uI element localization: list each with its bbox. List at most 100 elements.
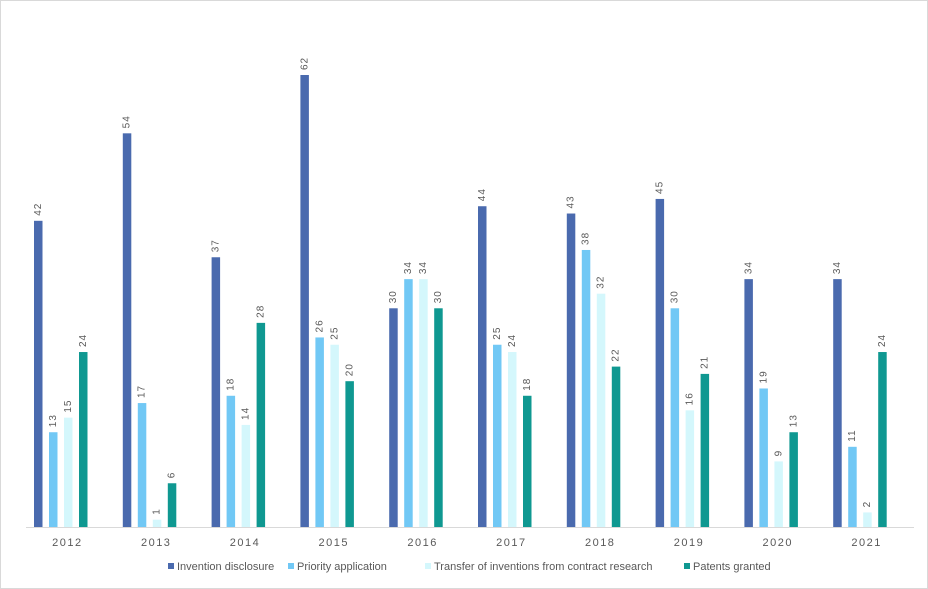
bar-2016-series-4 bbox=[434, 308, 443, 527]
bar-2020-series-2 bbox=[759, 388, 768, 527]
bar-2014-series-3 bbox=[241, 424, 251, 527]
data-label-2012-series-1: 42 bbox=[33, 203, 44, 216]
bar-2018-series-1 bbox=[566, 213, 576, 527]
bar-2021-series-2 bbox=[848, 446, 857, 527]
data-label-2019-series-3: 16 bbox=[684, 392, 695, 405]
x-tick-label-2020: 2020 bbox=[763, 537, 793, 549]
x-tick-label-2015: 2015 bbox=[319, 537, 349, 549]
legend-label-2: Priority application bbox=[297, 561, 387, 573]
data-label-2017-series-4: 18 bbox=[522, 378, 533, 391]
x-tick-labels-group: 2012 2013 2014 2015 2016 2017 2018 2019 2020 2021 bbox=[52, 537, 881, 549]
data-label-2012-series-4: 24 bbox=[78, 334, 89, 347]
legend-label-4: Patents granted bbox=[693, 561, 771, 573]
data-label-2020-series-3: 9 bbox=[773, 450, 784, 457]
data-label-2014-series-2: 18 bbox=[225, 378, 236, 391]
bar-2017-series-1 bbox=[478, 206, 487, 528]
bar-2020-series-1 bbox=[744, 279, 753, 527]
data-label-2021-series-3: 2 bbox=[862, 501, 873, 508]
data-label-2017-series-1: 44 bbox=[477, 188, 488, 201]
bar-2015-series-1 bbox=[300, 75, 309, 527]
bar-2018-series-4 bbox=[611, 366, 621, 527]
data-label-2018-series-2: 38 bbox=[581, 232, 592, 245]
data-label-2014-series-4: 28 bbox=[255, 305, 266, 318]
legend-swatch-2 bbox=[288, 563, 294, 569]
x-tick-label-2012: 2012 bbox=[52, 537, 82, 549]
data-label-2021-series-4: 24 bbox=[877, 334, 888, 347]
bar-2015-series-2 bbox=[315, 337, 324, 527]
bar-2012-series-3 bbox=[64, 417, 73, 527]
bar-2018-series-2 bbox=[581, 249, 591, 527]
legend-label-1: Invention disclosure bbox=[177, 561, 274, 573]
data-label-2018-series-4: 22 bbox=[611, 348, 622, 361]
bar-2013-series-3 bbox=[152, 519, 162, 527]
bars-group bbox=[34, 75, 887, 528]
bar-2012-series-2 bbox=[49, 432, 58, 527]
x-tick-label-2016: 2016 bbox=[407, 537, 437, 549]
data-label-2014-series-1: 37 bbox=[210, 239, 221, 252]
legend: Invention disclosure Priority application… bbox=[168, 561, 771, 573]
data-label-2013-series-1: 54 bbox=[122, 115, 133, 128]
data-label-2015-series-2: 26 bbox=[314, 319, 325, 332]
bar-2012-series-4 bbox=[79, 352, 88, 527]
data-label-2020-series-2: 19 bbox=[758, 370, 769, 383]
data-label-2013-series-4: 6 bbox=[167, 472, 178, 479]
bar-2014-series-2 bbox=[226, 395, 236, 527]
bar-2018-series-3 bbox=[596, 293, 606, 527]
data-label-2020-series-1: 34 bbox=[743, 261, 754, 274]
bar-2017-series-4 bbox=[523, 395, 532, 527]
bar-2021-series-4 bbox=[878, 352, 887, 527]
legend-swatch-1 bbox=[168, 563, 174, 569]
bar-2021-series-1 bbox=[833, 279, 842, 527]
legend-swatch-4 bbox=[684, 563, 690, 569]
data-label-2013-series-2: 17 bbox=[137, 385, 148, 398]
x-tick-label-2019: 2019 bbox=[674, 537, 704, 549]
bar-2019-series-3 bbox=[685, 410, 695, 527]
data-label-2019-series-4: 21 bbox=[699, 356, 710, 369]
x-tick-label-2018: 2018 bbox=[585, 537, 615, 549]
bar-2012-series-1 bbox=[34, 220, 43, 527]
data-label-2021-series-1: 34 bbox=[832, 261, 843, 274]
bar-2019-series-1 bbox=[655, 198, 665, 527]
data-label-2017-series-3: 24 bbox=[507, 334, 518, 347]
bar-2014-series-1 bbox=[211, 257, 221, 527]
data-label-2016-series-3: 34 bbox=[418, 261, 429, 274]
data-label-2019-series-2: 30 bbox=[669, 290, 680, 303]
data-label-2014-series-3: 14 bbox=[240, 407, 251, 420]
data-label-2021-series-2: 11 bbox=[847, 429, 858, 441]
data-label-2019-series-1: 45 bbox=[654, 181, 665, 194]
data-label-2015-series-1: 62 bbox=[299, 57, 310, 70]
data-label-2017-series-2: 25 bbox=[492, 327, 503, 340]
x-tick-label-2017: 2017 bbox=[496, 537, 526, 549]
bar-2015-series-3 bbox=[330, 344, 339, 527]
bar-2016-series-3 bbox=[419, 279, 428, 527]
bar-2013-series-1 bbox=[122, 133, 132, 527]
bar-2013-series-2 bbox=[137, 403, 147, 527]
bar-2019-series-2 bbox=[670, 308, 680, 527]
bar-2019-series-4 bbox=[700, 373, 710, 527]
data-label-2013-series-3: 1 bbox=[152, 508, 163, 515]
bar-2013-series-4 bbox=[167, 483, 177, 527]
bar-2020-series-3 bbox=[774, 461, 783, 527]
data-label-2020-series-4: 13 bbox=[788, 414, 799, 427]
data-label-2016-series-2: 34 bbox=[403, 261, 414, 274]
bar-2016-series-2 bbox=[404, 279, 413, 527]
data-label-2016-series-4: 30 bbox=[433, 290, 444, 303]
data-label-2012-series-3: 15 bbox=[63, 400, 74, 413]
bar-2020-series-4 bbox=[789, 432, 798, 527]
data-label-2012-series-2: 13 bbox=[48, 414, 59, 427]
legend-swatch-3 bbox=[425, 563, 431, 569]
bar-2021-series-3 bbox=[863, 512, 872, 527]
bar-2014-series-4 bbox=[256, 322, 266, 527]
x-tick-label-2021: 2021 bbox=[851, 537, 881, 549]
x-tick-label-2014: 2014 bbox=[230, 537, 260, 549]
bar-2016-series-1 bbox=[389, 308, 398, 527]
x-tick-label-2013: 2013 bbox=[141, 537, 171, 549]
data-label-2015-series-4: 20 bbox=[344, 363, 355, 376]
data-label-2016-series-1: 30 bbox=[388, 290, 399, 303]
bar-2017-series-2 bbox=[493, 344, 502, 527]
legend-label-3: Transfer of inventions from contract res… bbox=[434, 561, 652, 573]
bar-2017-series-3 bbox=[508, 352, 517, 527]
